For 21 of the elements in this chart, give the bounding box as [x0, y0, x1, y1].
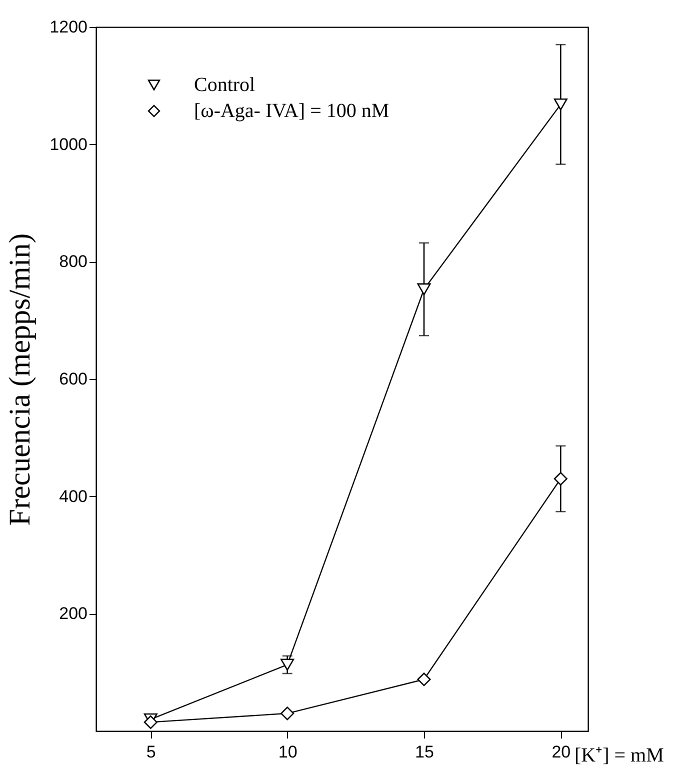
y-tick-label: 800 — [59, 252, 88, 272]
y-tick-label: 1000 — [50, 134, 88, 154]
y-tick-label: 1200 — [50, 18, 88, 36]
x-tick-label: 20 — [552, 742, 571, 762]
point — [417, 283, 431, 296]
y-tick-label: 200 — [59, 604, 88, 624]
x-tick-label: 5 — [146, 742, 156, 762]
legend-label: [ω-Aga- IVA] = 100 nM — [194, 100, 390, 122]
x-tick-label: 15 — [415, 742, 434, 762]
point — [554, 98, 568, 110]
y-tick-label: 400 — [59, 486, 88, 506]
point — [280, 658, 294, 671]
y-axis-title: Frecuencia (mepps/min) — [4, 233, 37, 526]
x-tick-label: 10 — [278, 742, 298, 762]
point — [554, 472, 568, 486]
point — [144, 715, 158, 729]
point — [280, 706, 294, 720]
y-tick-label: 600 — [59, 370, 88, 388]
x-axis-title: [K⁺] = mM — [574, 744, 664, 766]
legend-label: Control — [194, 74, 256, 96]
point — [417, 672, 431, 686]
